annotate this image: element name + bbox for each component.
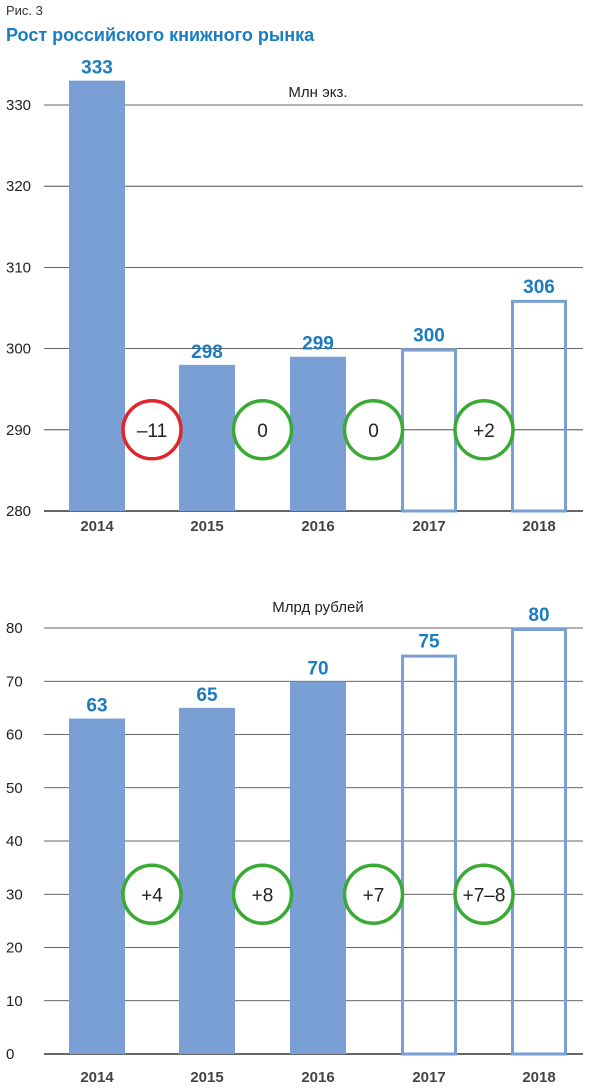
change-circle [231, 399, 294, 461]
category-label: 2015 [190, 518, 223, 535]
change-circle [342, 399, 405, 461]
value-label: 306 [523, 277, 555, 298]
category-label: 2017 [412, 1069, 445, 1086]
value-label: 298 [191, 342, 223, 363]
bar-2017 [401, 348, 457, 513]
chart-2: 0 10 20 30 40 50 60 70 80 Млрд рублей 63 2014 65 2015… [6, 598, 583, 1086]
value-label: 300 [413, 326, 445, 347]
value-label: 65 [196, 685, 218, 706]
category-label: 2018 [522, 1069, 555, 1086]
chart-title: Рост российского книжного рынка [6, 25, 315, 45]
y-tick-label: 20 [6, 940, 23, 957]
y-tick-label: 280 [6, 503, 31, 520]
change-label: +2 [473, 421, 495, 442]
y-tick-label: 300 [6, 341, 31, 358]
change-label: +8 [252, 885, 274, 906]
y-tick-label: 0 [6, 1046, 14, 1063]
bar-2014 [69, 718, 125, 1054]
change-circle [121, 863, 183, 925]
category-label: 2014 [80, 1069, 114, 1086]
y-tick-label: 320 [6, 178, 31, 195]
change-label: +4 [141, 885, 163, 906]
change-circle [121, 399, 183, 461]
bar-2017 [401, 654, 457, 1056]
figure-label: Рис. 3 [6, 3, 43, 18]
change-circle [453, 399, 515, 461]
unit-label: Млн экз. [288, 84, 347, 101]
y-tick-label: 40 [6, 833, 23, 850]
change-label: +7–8 [463, 885, 506, 906]
category-label: 2016 [301, 1069, 334, 1086]
category-label: 2017 [412, 518, 445, 535]
category-label: 2015 [190, 1069, 223, 1086]
unit-label: Млрд рублей [272, 599, 363, 616]
change-label: 0 [257, 421, 268, 442]
value-label: 63 [86, 696, 107, 717]
bar-2018 [511, 299, 567, 513]
change-label: 0 [368, 421, 379, 442]
chart-1: 280 290 300 310 320 330 Млн экз. 333 2014 298 2015… [6, 58, 583, 535]
bar-2016 [290, 681, 346, 1054]
bar-2018 [511, 628, 567, 1056]
change-circle [342, 863, 405, 925]
value-label: 80 [528, 605, 549, 626]
change-circle [231, 863, 294, 925]
value-label: 333 [81, 58, 113, 79]
y-tick-label: 330 [6, 97, 31, 114]
bar-2015 [179, 364, 235, 511]
value-label: 70 [307, 658, 328, 679]
bar-2015 [179, 707, 235, 1054]
change-label: +7 [363, 885, 385, 906]
y-tick-label: 290 [6, 422, 31, 439]
category-label: 2016 [301, 518, 334, 535]
value-label: 299 [302, 334, 334, 355]
y-tick-label: 60 [6, 727, 23, 744]
category-label: 2018 [522, 518, 555, 535]
bar-2016 [290, 356, 346, 511]
y-tick-label: 10 [6, 993, 23, 1010]
value-label: 75 [418, 632, 440, 653]
y-tick-label: 50 [6, 780, 23, 797]
change-label: –11 [137, 421, 167, 442]
change-circle [453, 863, 515, 925]
y-tick-label: 30 [6, 886, 23, 903]
category-label: 2014 [80, 518, 114, 535]
y-tick-label: 310 [6, 259, 31, 276]
y-tick-label: 80 [6, 620, 23, 637]
bar-2014 [69, 80, 125, 511]
y-tick-label: 70 [6, 673, 23, 690]
